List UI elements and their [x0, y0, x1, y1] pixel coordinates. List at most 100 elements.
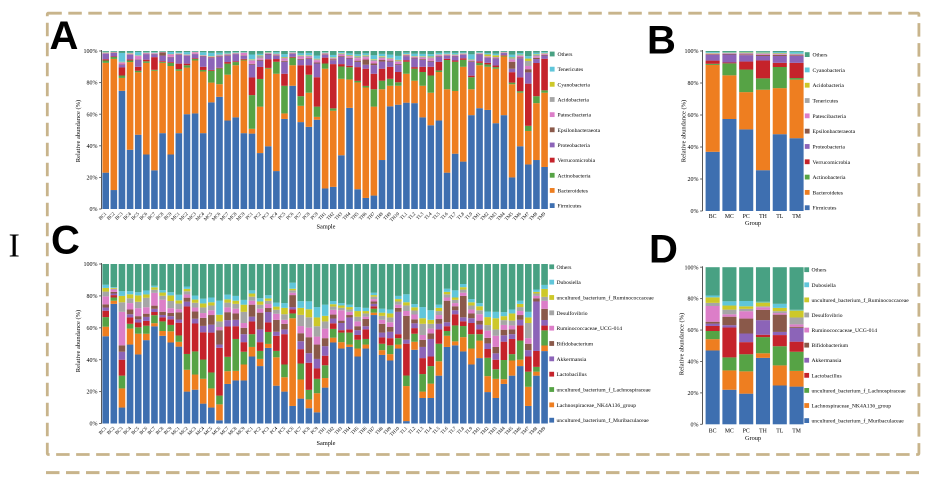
svg-text:MC8: MC8 — [228, 211, 239, 222]
svg-text:BC3: BC3 — [115, 426, 125, 436]
svg-text:TM1: TM1 — [472, 211, 483, 222]
svg-text:Proteobacteria: Proteobacteria — [558, 143, 591, 149]
svg-text:TH7: TH7 — [367, 211, 377, 221]
svg-text:Others: Others — [557, 265, 572, 271]
svg-text:TH3: TH3 — [334, 426, 344, 436]
svg-text:PC3: PC3 — [261, 426, 271, 436]
svg-text:MC2: MC2 — [179, 211, 190, 222]
svg-text:Verrucomicrobia: Verrucomicrobia — [558, 158, 596, 164]
svg-text:PC4: PC4 — [270, 426, 280, 436]
svg-text:TH1: TH1 — [318, 211, 328, 221]
svg-text:Desulfovibrio: Desulfovibrio — [557, 310, 588, 317]
svg-text:Dubosiella: Dubosiella — [557, 280, 582, 286]
svg-text:D: D — [649, 228, 678, 272]
svg-text:PC1: PC1 — [245, 426, 255, 436]
svg-text:TH9: TH9 — [383, 211, 393, 221]
svg-text:TL: TL — [776, 428, 784, 434]
svg-text:TM8: TM8 — [529, 426, 540, 437]
svg-text:TL3: TL3 — [416, 426, 426, 436]
svg-text:Bifidobacterium: Bifidobacterium — [557, 341, 594, 348]
svg-text:Group: Group — [745, 435, 761, 442]
svg-text:TH4: TH4 — [342, 426, 352, 436]
svg-text:MC5: MC5 — [203, 426, 214, 437]
svg-text:TL1: TL1 — [400, 211, 410, 221]
svg-text:Lactobacillus: Lactobacillus — [557, 372, 587, 378]
svg-text:Ruminococcaceae_UCG-014: Ruminococcaceae_UCG-014 — [557, 326, 623, 332]
svg-text:BC8: BC8 — [155, 211, 165, 221]
svg-text:TM: TM — [792, 214, 801, 220]
svg-text:TM8: TM8 — [529, 211, 540, 222]
svg-text:MC9: MC9 — [236, 211, 247, 222]
svg-text:BC4: BC4 — [123, 211, 133, 221]
svg-text:Relative abundance (%): Relative abundance (%) — [679, 313, 686, 375]
svg-text:MC7: MC7 — [220, 426, 231, 437]
svg-text:TH9: TH9 — [383, 426, 393, 436]
svg-text:I: I — [9, 228, 20, 265]
svg-text:Relative abundance (%): Relative abundance (%) — [75, 310, 82, 372]
svg-text:Epsilonbacteraeota: Epsilonbacteraeota — [813, 129, 856, 135]
svg-text:BC7: BC7 — [147, 426, 157, 436]
svg-text:MC6: MC6 — [212, 211, 223, 222]
svg-text:TM3: TM3 — [488, 211, 499, 222]
svg-text:PC5: PC5 — [278, 426, 288, 436]
svg-text:TL6: TL6 — [440, 211, 450, 221]
svg-text:0%: 0% — [691, 422, 699, 428]
svg-text:TL2: TL2 — [408, 211, 418, 221]
svg-text:TL4: TL4 — [424, 426, 434, 436]
svg-text:TL: TL — [776, 214, 784, 220]
svg-text:TM4: TM4 — [496, 211, 507, 222]
svg-text:BC6: BC6 — [139, 426, 149, 436]
svg-text:60%: 60% — [87, 112, 98, 118]
svg-text:TH10: TH10 — [389, 426, 401, 438]
svg-text:Patescibacteria: Patescibacteria — [558, 113, 592, 119]
svg-text:Acidobacteria: Acidobacteria — [558, 97, 590, 103]
svg-text:TH1: TH1 — [318, 426, 328, 436]
svg-text:BC1: BC1 — [99, 426, 109, 436]
svg-text:100%: 100% — [685, 265, 699, 271]
svg-text:MC3: MC3 — [187, 426, 198, 437]
svg-text:TM7: TM7 — [521, 426, 532, 437]
svg-text:0%: 0% — [90, 207, 98, 213]
svg-text:TH2: TH2 — [326, 211, 336, 221]
svg-text:Epsilonbacteraeota: Epsilonbacteraeota — [558, 128, 601, 134]
svg-text:Others: Others — [558, 52, 573, 58]
svg-text:Others: Others — [812, 268, 827, 274]
svg-text:BC9: BC9 — [164, 426, 174, 436]
svg-text:PC8: PC8 — [302, 211, 312, 221]
svg-text:TH8: TH8 — [375, 426, 385, 436]
svg-text:BC8: BC8 — [155, 426, 165, 436]
svg-text:MC3: MC3 — [187, 211, 198, 222]
svg-text:PC4: PC4 — [270, 211, 280, 221]
svg-text:MC6: MC6 — [212, 426, 223, 437]
svg-text:MC4: MC4 — [195, 211, 206, 222]
svg-text:PC7: PC7 — [294, 426, 304, 436]
svg-text:Lachnospiraceae_NK4A136_group: Lachnospiraceae_NK4A136_group — [557, 403, 637, 409]
svg-text:uncultured_bacterium_f_Muribac: uncultured_bacterium_f_Muribaculaceae — [557, 417, 650, 424]
svg-text:TL1: TL1 — [400, 426, 410, 436]
svg-text:20%: 20% — [688, 177, 699, 183]
svg-text:Lactobacillus: Lactobacillus — [812, 373, 842, 379]
svg-text:MC: MC — [725, 428, 734, 434]
svg-text:TM6: TM6 — [512, 426, 523, 437]
svg-text:Relative abundance (%): Relative abundance (%) — [75, 100, 82, 162]
svg-text:TH7: TH7 — [367, 426, 377, 436]
svg-text:Dubosiella: Dubosiella — [812, 283, 837, 289]
svg-text:TM3: TM3 — [488, 426, 499, 437]
svg-text:TM9: TM9 — [537, 211, 548, 222]
svg-text:TM5: TM5 — [504, 426, 515, 437]
svg-text:TH6: TH6 — [359, 426, 369, 436]
svg-text:TL9: TL9 — [465, 426, 475, 436]
svg-text:Sample: Sample — [317, 224, 336, 231]
svg-text:Akkermansia: Akkermansia — [557, 357, 587, 363]
svg-text:BC: BC — [709, 428, 717, 434]
svg-text:80%: 80% — [688, 81, 699, 87]
svg-text:MC1: MC1 — [171, 426, 182, 437]
svg-text:MC1: MC1 — [171, 211, 182, 222]
svg-text:0%: 0% — [691, 209, 699, 215]
svg-text:uncultured_bacterium_f_Lachnos: uncultured_bacterium_f_Lachnospiraceae — [557, 387, 652, 394]
svg-text:Bacteroidetes: Bacteroidetes — [813, 190, 843, 196]
svg-text:TL7: TL7 — [448, 211, 458, 221]
svg-text:MC7: MC7 — [220, 211, 231, 222]
svg-text:MC5: MC5 — [203, 211, 214, 222]
svg-text:TL6: TL6 — [440, 426, 450, 436]
